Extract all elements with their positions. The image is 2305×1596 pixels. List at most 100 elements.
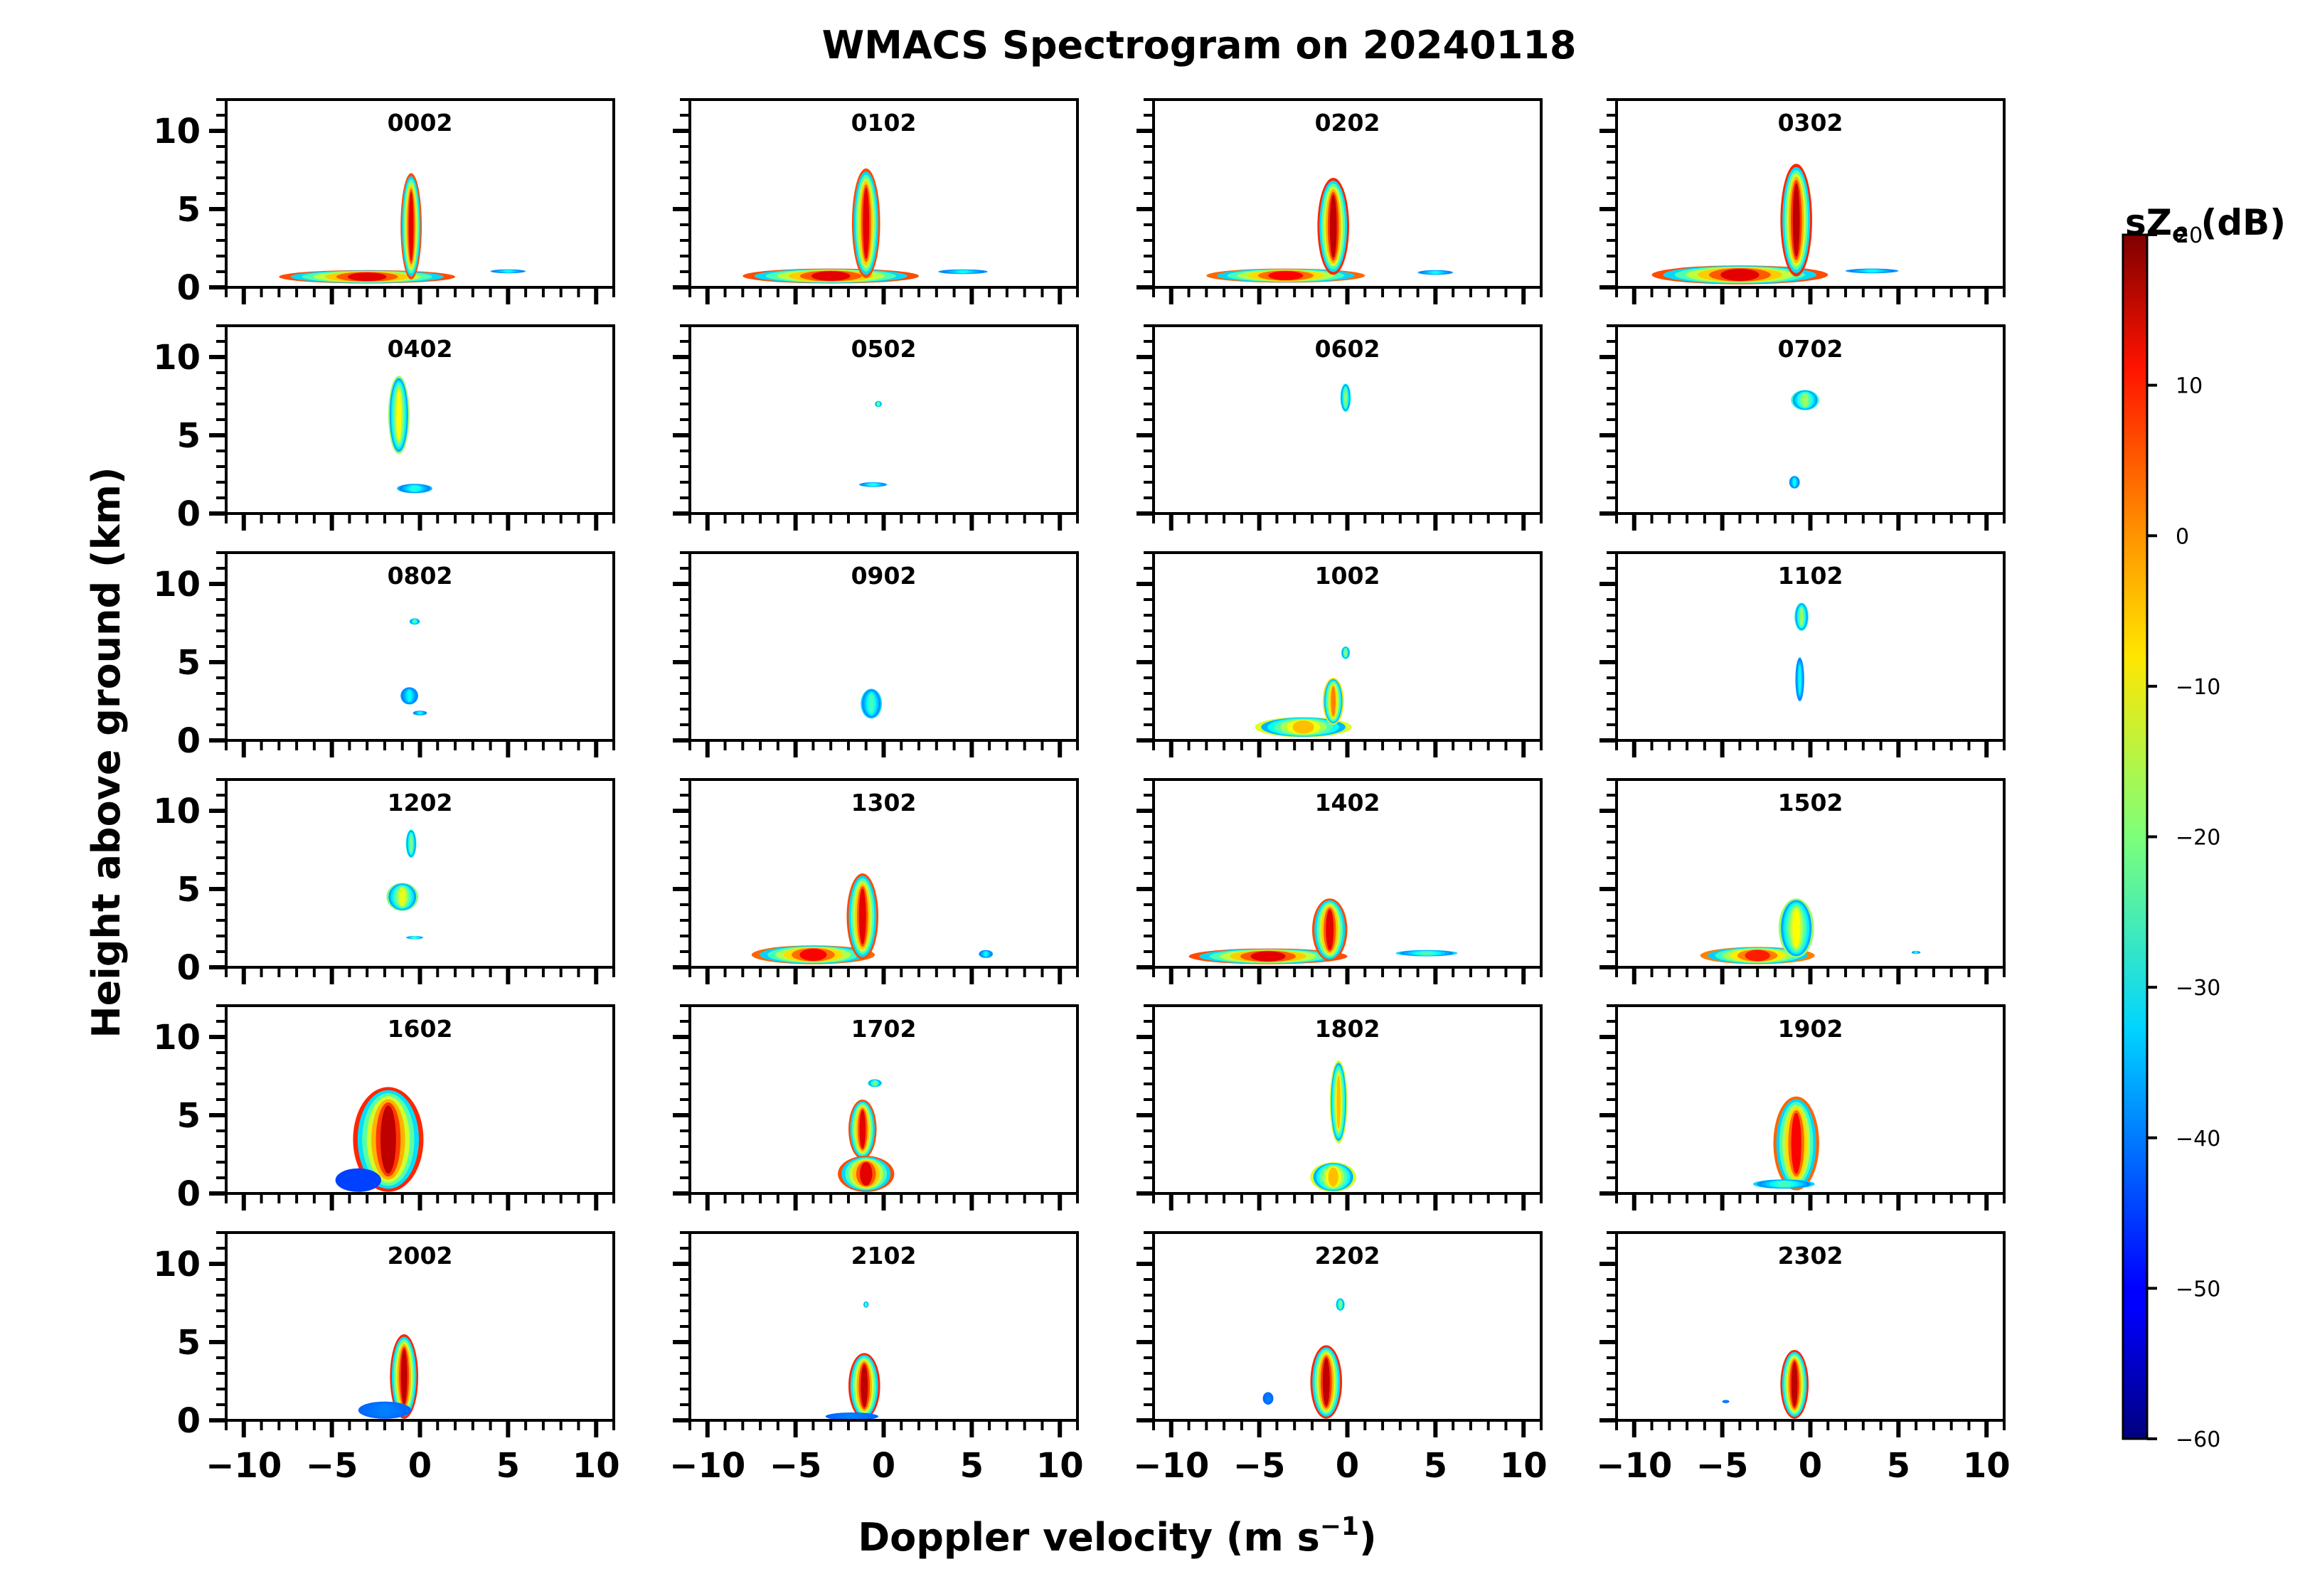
panel-1702-data: [838, 1079, 895, 1192]
echo-region-0802-0: [409, 618, 420, 625]
echo-layer: [400, 1348, 408, 1405]
y-tick-label: 10: [153, 338, 201, 378]
panel-0902: 0902: [673, 551, 1079, 757]
echo-region-1502-2: [1911, 951, 1921, 954]
echo-layer: [1792, 183, 1800, 257]
x-axis-label-exponent: −1: [1320, 1512, 1359, 1541]
panel-1802: 1802: [1136, 1004, 1543, 1211]
echo-region-2002-1: [358, 1401, 412, 1419]
echo-layer: [412, 936, 417, 940]
echo-region-0302-2: [1846, 268, 1899, 274]
panel-2302-data: [1722, 1350, 1809, 1419]
y-tick-label: 5: [177, 643, 201, 683]
echo-layer: [1344, 649, 1348, 657]
colorbar-tick-label: 20: [2176, 223, 2203, 248]
panel-0602-data: [1340, 383, 1351, 412]
panel-0502-data: [858, 400, 888, 487]
echo-layer: [380, 1105, 396, 1174]
colorbar-label-unit: (dB): [2188, 202, 2286, 243]
panel-2102-data: [825, 1301, 880, 1420]
x-tick-label: −10: [206, 1446, 282, 1486]
panel-0002-data: [279, 173, 526, 284]
echo-region-2102-1: [825, 1413, 879, 1420]
panel-title: 0502: [851, 335, 917, 363]
panel-title: 1002: [1315, 562, 1380, 590]
echo-region-1802-1: [1310, 1162, 1356, 1192]
echo-layer: [877, 402, 880, 406]
x-tick-label: 0: [1799, 1446, 1822, 1486]
echo-layer: [1329, 194, 1337, 258]
echo-region-1002-2: [1341, 647, 1351, 659]
panel-1402: 1402: [1136, 778, 1543, 984]
echo-region-1302-0: [751, 945, 875, 964]
echo-region-0002-1: [400, 173, 422, 280]
x-tick-label: −10: [1133, 1446, 1209, 1486]
echo-region-1302-2: [979, 949, 994, 958]
echo-layer: [1268, 271, 1304, 280]
echo-region-2202-0: [1310, 1345, 1343, 1419]
colorbar-tick-label: −10: [2176, 675, 2220, 700]
panels-grid: 0 5 10 0002 0102 0202 0302 0 5 10 0402 0502 0602 0702…: [153, 98, 2011, 1486]
echo-layer: [1745, 949, 1770, 962]
panel-0102-data: [742, 168, 988, 284]
panel-title: 0802: [388, 562, 453, 590]
echo-region-0302-0: [1651, 265, 1828, 284]
echo-layer: [1799, 607, 1804, 627]
echo-region-0502-0: [875, 400, 883, 408]
panel-0302: 0302: [1599, 98, 2006, 304]
chart-title: WMACS Spectrogram on 20240118: [822, 23, 1577, 68]
panel-1502: 1502: [1599, 778, 2006, 984]
panel-title: 1302: [851, 789, 917, 816]
echo-region-1202-2: [405, 936, 424, 940]
echo-layer: [410, 485, 419, 492]
panel-2102: −10 −5 0 5 10 2102: [669, 1231, 1084, 1486]
echo-layer: [846, 1413, 858, 1420]
x-tick-label: −5: [770, 1446, 822, 1486]
echo-region-2202-2: [1262, 1392, 1274, 1405]
echo-layer: [407, 690, 412, 702]
x-tick-label: 5: [960, 1446, 984, 1486]
y-tick-label: 5: [177, 190, 201, 230]
y-tick-label: 10: [153, 1018, 201, 1058]
echo-region-1902-0: [1773, 1096, 1819, 1191]
echo-layer: [1798, 665, 1801, 694]
colorbar-tick-label: −50: [2176, 1277, 2220, 1302]
colorbar-ticks: 20 10 0 −10 −20 −30 −40 −50 −60: [2147, 223, 2220, 1452]
echo-layer: [396, 389, 402, 441]
panel-0202: 0202: [1136, 98, 1543, 304]
panel-1402-data: [1188, 898, 1458, 964]
echo-layer: [398, 888, 406, 906]
echo-region-1702-1: [838, 1156, 895, 1192]
panel-title: 0702: [1778, 335, 1843, 363]
echo-layer: [1793, 478, 1796, 486]
echo-region-0402-1: [397, 484, 432, 494]
panel-title: 1102: [1778, 562, 1843, 590]
colorbar: 20 10 0 −10 −20 −30 −40 −50 −60 sZe (dB): [2122, 202, 2286, 1452]
x-tick-label: −10: [669, 1446, 745, 1486]
panel-title: 0002: [388, 109, 453, 137]
panel-title: 0202: [1315, 109, 1380, 137]
panel-1602: 0 5 10 1602: [153, 1004, 615, 1214]
panel-0402-data: [388, 376, 432, 494]
echo-layer: [811, 271, 851, 281]
colorbar-tick-label: −60: [2176, 1427, 2220, 1452]
x-tick-label: 10: [1963, 1446, 2011, 1486]
echo-region-1602-0: [353, 1087, 424, 1192]
panel-1002-data: [1255, 647, 1352, 738]
colorbar-label-text: sZ: [2125, 202, 2172, 243]
echo-layer: [858, 888, 866, 945]
echo-layer: [873, 1080, 877, 1086]
panel-0802-data: [400, 618, 427, 715]
panel-1102: 1102: [1599, 551, 2006, 757]
echo-region-1402-2: [1395, 949, 1458, 957]
y-tick-label: 0: [177, 948, 201, 988]
y-tick-label: 5: [177, 1096, 201, 1136]
panel-2302: −10 −5 0 5 10 2302: [1596, 1231, 2011, 1486]
y-tick-label: 10: [153, 1245, 201, 1284]
echo-layer: [868, 693, 874, 713]
echo-region-0402-0: [388, 376, 410, 454]
panel-2202: −10 −5 0 5 10 2202: [1133, 1231, 1548, 1486]
panel-title: 2302: [1778, 1242, 1843, 1270]
echo-layer: [861, 1364, 868, 1408]
x-tick-label: 5: [496, 1446, 520, 1486]
